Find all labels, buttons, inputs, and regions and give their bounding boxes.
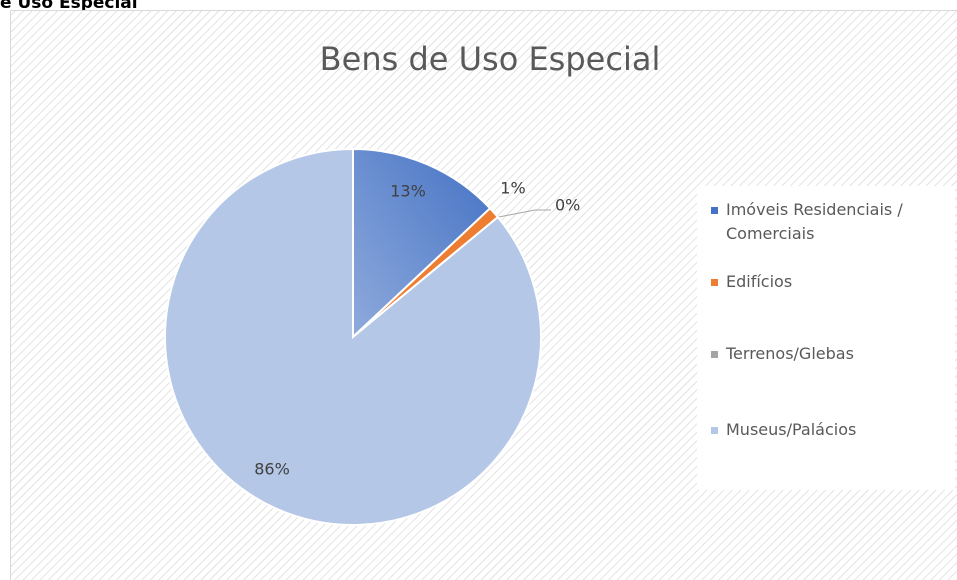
data-label: 1% bbox=[500, 179, 525, 198]
legend-swatch bbox=[711, 207, 718, 214]
legend-entry: Museus/Palácios bbox=[711, 418, 957, 442]
data-label: 0% bbox=[555, 196, 580, 215]
legend-swatch bbox=[711, 427, 718, 434]
legend-entry: Terrenos/Glebas bbox=[711, 342, 957, 366]
legend-label: Museus/Palácios bbox=[726, 420, 857, 439]
legend-label: Terrenos/Glebas bbox=[726, 344, 854, 363]
heading: e Uso Especial bbox=[0, 0, 138, 13]
legend-entry: Imóveis Residenciais / Comerciais bbox=[711, 198, 957, 246]
legend-label: Edifícios bbox=[726, 272, 793, 291]
leader-line bbox=[497, 209, 551, 218]
pie-slice bbox=[352, 147, 492, 340]
data-label: 86% bbox=[254, 460, 290, 479]
legend-swatch bbox=[711, 351, 718, 358]
legend: Imóveis Residenciais / Comerciais Edifíci… bbox=[697, 186, 955, 490]
data-label: 13% bbox=[390, 182, 426, 201]
legend-swatch bbox=[711, 279, 718, 286]
pie-slice bbox=[164, 147, 542, 526]
legend-entry: Edifícios bbox=[711, 270, 957, 294]
legend-label: Imóveis Residenciais / Comerciais bbox=[726, 200, 903, 243]
chart-title: Bens de Uso Especial bbox=[320, 40, 661, 78]
